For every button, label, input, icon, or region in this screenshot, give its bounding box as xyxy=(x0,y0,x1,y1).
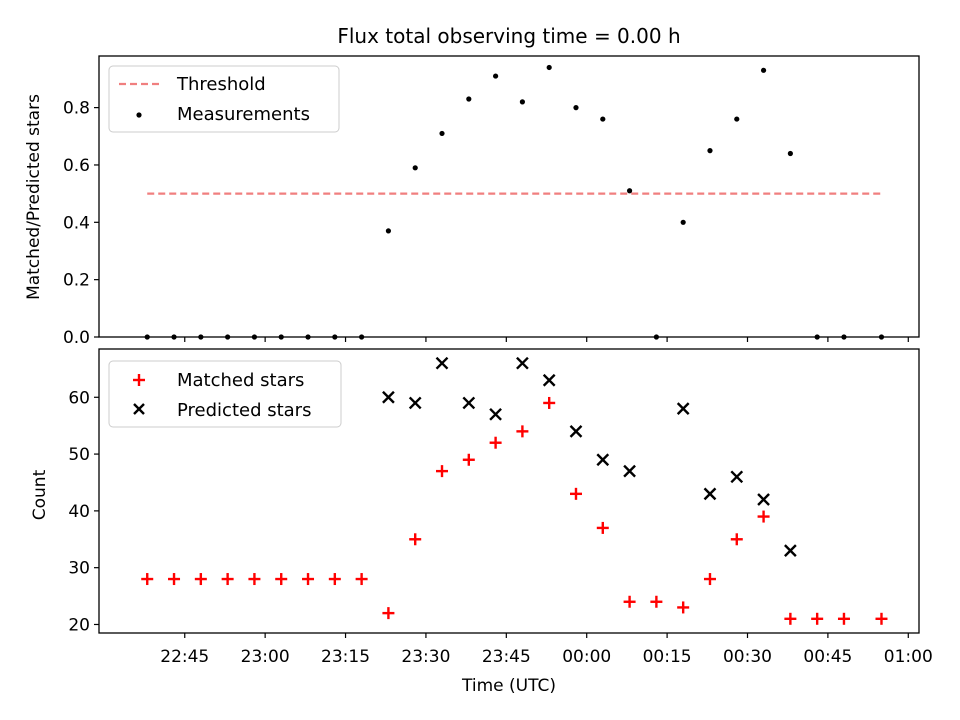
bottom-y-tick-label: 40 xyxy=(68,502,90,522)
x-tick-label: 23:45 xyxy=(482,647,531,667)
matched-star-point xyxy=(811,612,824,625)
bottom-legend: Matched stars Predicted stars xyxy=(108,360,342,428)
matched-star-point xyxy=(382,607,395,620)
matched-star-point xyxy=(436,465,449,478)
legend-measurements-label: Measurements xyxy=(177,104,310,125)
predicted-star-point xyxy=(730,470,744,484)
measurement-point xyxy=(439,130,445,137)
matched-star-point xyxy=(248,573,261,586)
x-tick-label: 00:00 xyxy=(562,647,611,667)
measurement-point xyxy=(546,64,552,71)
x-tick-label: 23:30 xyxy=(401,647,450,667)
measurement-point xyxy=(626,188,633,194)
legend-predicted-label: Predicted stars xyxy=(177,400,311,421)
matched-star-point xyxy=(650,595,663,608)
bottom-y-tick-label: 50 xyxy=(68,445,90,465)
predicted-star-point xyxy=(542,373,556,387)
matched-star-point xyxy=(596,521,609,534)
predicted-star-point xyxy=(676,402,690,415)
legend-measurements-swatch xyxy=(136,112,142,118)
x-tick-label: 23:15 xyxy=(321,647,370,667)
measurement-point xyxy=(519,99,525,105)
top-y-axis-label: Matched/Predicted stars xyxy=(24,94,44,300)
top-y-tick-label: 0.0 xyxy=(63,328,90,348)
x-tick-label: 23:00 xyxy=(241,647,290,667)
x-tick-label: 00:45 xyxy=(803,647,852,667)
bottom-y-tick-label: 60 xyxy=(68,388,90,408)
predicted-star-point xyxy=(408,396,422,410)
measurement-point xyxy=(787,150,793,157)
matched-star-point xyxy=(141,573,154,586)
x-axis-label: Time (UTC) xyxy=(461,676,556,696)
x-tick-label: 00:15 xyxy=(643,647,692,667)
legend-matched-label: Matched stars xyxy=(177,370,304,391)
legend-matched-swatch xyxy=(133,374,145,386)
matched-star-point xyxy=(355,573,368,586)
bottom-y-axis-label: Count xyxy=(30,469,50,520)
measurement-point xyxy=(385,228,392,234)
matched-star-point xyxy=(784,612,797,625)
matched-star-point xyxy=(757,510,770,523)
matched-star-point xyxy=(275,573,288,586)
matched-star-point xyxy=(516,425,529,438)
x-tick-label: 22:45 xyxy=(160,647,209,667)
legend-threshold-label: Threshold xyxy=(176,74,266,95)
top-plot-frame xyxy=(98,55,920,338)
matched-star-point xyxy=(302,573,315,586)
measurement-point xyxy=(734,116,740,122)
matched-star-point xyxy=(703,573,716,586)
measurement-point xyxy=(707,148,713,154)
x-tick-label: 01:00 xyxy=(884,647,933,667)
matched-star-point xyxy=(462,453,475,466)
predicted-star-point xyxy=(435,356,449,370)
predicted-star-point xyxy=(462,396,476,410)
ratio-panel: Flux total observing time = 0.00 h Match… xyxy=(24,24,920,348)
measurement-point xyxy=(680,219,686,225)
bottom-y-tick-label: 30 xyxy=(68,559,90,579)
measurement-point xyxy=(573,105,579,111)
matched-star-point xyxy=(543,396,556,409)
matched-star-point xyxy=(623,595,636,608)
predicted-star-point xyxy=(757,493,770,506)
measurement-point xyxy=(760,67,767,73)
matched-star-point xyxy=(569,487,582,500)
matched-star-point xyxy=(194,573,207,586)
matched-star-point xyxy=(221,573,234,586)
matched-star-point xyxy=(168,573,181,586)
top-y-tick-label: 0.2 xyxy=(63,271,90,291)
matched-star-point xyxy=(875,612,888,625)
top-y-tick-label: 0.6 xyxy=(63,156,90,176)
top-y-tick-label: 0.4 xyxy=(63,213,90,233)
matched-star-point xyxy=(489,436,502,449)
matched-star-point xyxy=(328,573,341,586)
count-panel: Count Time (UTC) 20 30 40 50 60 22:45 23:00 23… xyxy=(30,348,933,696)
measurement-point xyxy=(466,96,472,102)
predicted-star-point xyxy=(784,544,797,557)
matched-star-point xyxy=(409,533,422,546)
chart-title: Flux total observing time = 0.00 h xyxy=(337,24,680,48)
predicted-star-point xyxy=(569,425,583,438)
x-tick-label: 00:30 xyxy=(723,647,772,667)
measurement-point xyxy=(493,73,499,79)
predicted-star-point xyxy=(623,464,636,478)
matched-star-point xyxy=(677,601,690,614)
measurement-point xyxy=(600,116,606,122)
predicted-star-point xyxy=(489,407,502,421)
matched-star-point xyxy=(730,533,743,546)
predicted-star-point xyxy=(382,390,395,404)
top-legend: Threshold Measurements xyxy=(108,65,340,133)
predicted-star-point xyxy=(516,356,529,370)
matched-star-point xyxy=(837,612,850,625)
bottom-plot-frame xyxy=(98,348,920,634)
top-y-tick-label: 0.8 xyxy=(63,99,90,119)
legend-predicted-swatch xyxy=(133,403,145,415)
predicted-star-point xyxy=(703,487,717,501)
bottom-y-tick-label: 20 xyxy=(68,615,90,635)
measurement-point xyxy=(412,165,418,171)
predicted-star-point xyxy=(596,453,610,467)
